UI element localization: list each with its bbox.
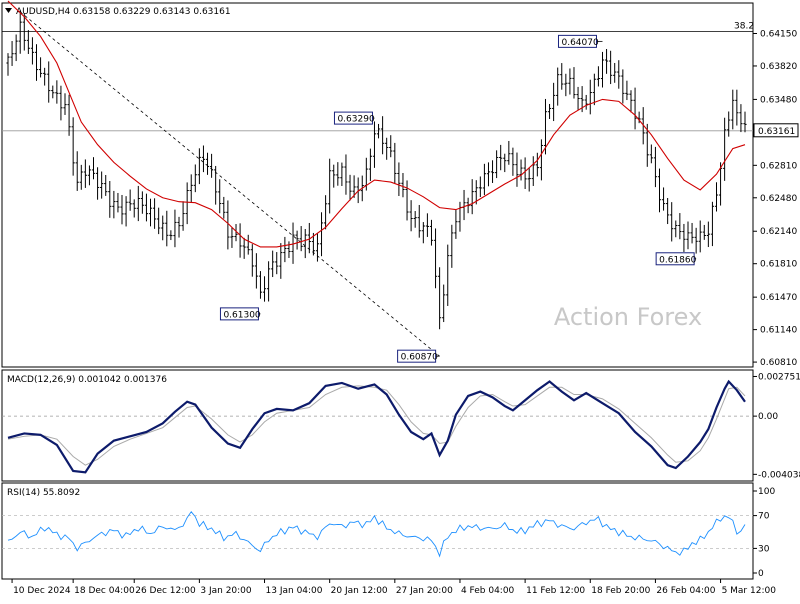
x-tick-label: 26 Feb 04:00	[656, 586, 715, 596]
rsi-tick-label: 70	[758, 512, 770, 522]
moving-average-line	[7, 0, 746, 248]
watermark: Action Forex	[554, 303, 702, 331]
rsi-panel-frame	[1, 482, 754, 580]
price-tick-label: 0.63480	[760, 95, 797, 105]
x-tick-label: 4 Feb 04:00	[461, 586, 515, 596]
x-tick-label: 5 Mar 12:00	[722, 586, 777, 596]
collapse-arrow-icon	[5, 8, 12, 13]
x-tick-label: 11 Feb 12:00	[526, 586, 585, 596]
rsi-tick-label: 0	[758, 569, 764, 579]
annotation-box	[397, 349, 437, 363]
macd-tick-label: -0.004038	[758, 470, 800, 480]
price-tick-label: 0.62480	[760, 194, 797, 204]
x-tick-label: 27 Jan 20:00	[396, 586, 453, 596]
trendline-dashed	[19, 11, 440, 357]
price-tick-label: 0.64150	[760, 29, 797, 39]
annotation-label: 0.61860	[659, 255, 696, 265]
price-tick-label: 0.60810	[760, 358, 797, 368]
macd-label: MACD(12,26,9) 0.001042 0.001376	[7, 375, 167, 385]
x-tick-label: 18 Dec 04:00	[74, 586, 135, 596]
price-panel-frame	[1, 2, 754, 368]
price-tick-label: 0.63820	[760, 62, 797, 72]
rsi-label: RSI(14) 55.8092	[7, 488, 80, 498]
x-tick-label: 20 Jan 12:00	[331, 586, 388, 596]
price-tick-label: 0.62810	[760, 161, 797, 171]
annotation-box	[333, 111, 373, 125]
annotation-label: 0.61300	[223, 310, 260, 320]
annotation-box	[655, 252, 695, 266]
price-header-text: AUDUSD,H4 0.63158 0.63229 0.63143 0.6316…	[16, 7, 231, 17]
annotation-box	[219, 307, 259, 321]
price-tick-label: 0.61810	[760, 260, 797, 270]
last-price-label: 0.63161	[758, 127, 795, 137]
annotation-box	[557, 34, 597, 48]
annotation-label: 0.60870	[401, 353, 438, 363]
macd-main-line	[7, 379, 746, 474]
rsi-tick-label: 100	[758, 487, 775, 497]
x-tick-label: 3 Jan 20:00	[200, 586, 252, 596]
macd-tick-label: 0.00	[758, 412, 778, 422]
macd-tick-label: 0.002751	[758, 372, 800, 382]
price-tick-label: 0.62140	[760, 227, 797, 237]
fib-level-label: 38.2	[734, 22, 754, 32]
price-tick-label: 0.61140	[760, 326, 797, 336]
price-bars-group	[6, 10, 747, 330]
last-price-box	[753, 123, 799, 138]
rsi-line	[7, 511, 746, 558]
x-tick-label: 18 Feb 20:00	[591, 586, 650, 596]
x-tick-label: 10 Dec 2024	[13, 586, 71, 596]
macd-signal-line	[7, 385, 746, 466]
x-tick-label: 13 Jan 04:00	[266, 586, 323, 596]
annotation-label: 0.64070	[561, 38, 598, 48]
rsi-tick-label: 30	[758, 544, 770, 554]
annotation-label: 0.63290	[337, 115, 374, 125]
price-tick-label: 0.61470	[760, 293, 797, 303]
x-tick-label: 26 Dec 12:00	[135, 586, 196, 596]
